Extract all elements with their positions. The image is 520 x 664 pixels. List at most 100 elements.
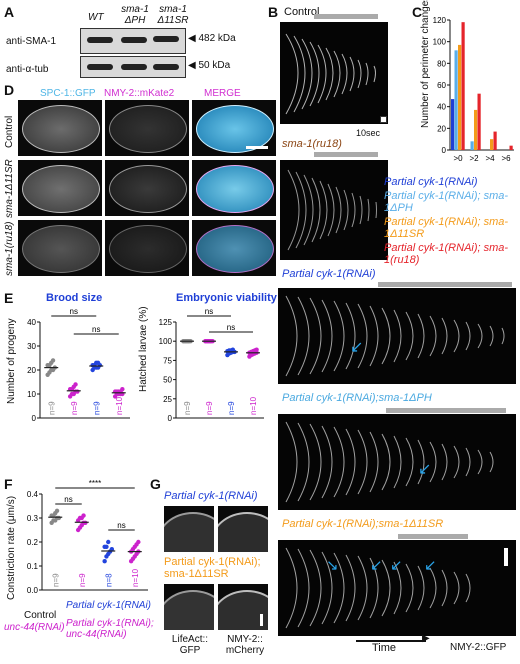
kymograph-partial: ↙	[278, 288, 516, 384]
x-label-partial: Partial cyk-1(RNAi)	[66, 600, 152, 611]
chart-c-ytick-label: 0	[442, 146, 447, 155]
dotplot-ytick-label: 0.2	[27, 538, 39, 547]
chart-c-ytick-label: 20	[437, 124, 446, 133]
kymo-label-partial: Partial cyk-1(RNAi)	[282, 268, 376, 280]
chart-brood-size: 0 10 20 30 40 n=9 n=9 n=9 n=10 ns ns	[27, 307, 130, 423]
g-col2-label: NMY-2:: mCherry	[225, 634, 265, 656]
blot-col-11sr: sma-1 Δ11SR	[157, 4, 189, 26]
dotplot-bracket-label: ns	[117, 521, 125, 530]
time-scale-bar	[380, 116, 387, 123]
panel-label-a: A	[4, 4, 15, 20]
western-blot-tubulin	[80, 56, 186, 78]
dotplot-point	[230, 347, 235, 352]
svg-text:↘: ↘	[326, 557, 339, 574]
dotplot-n-label: n=9	[205, 401, 214, 415]
time-bar-control	[314, 14, 378, 19]
blot-row-sma1: anti-SMA-1	[6, 36, 57, 47]
dotplot-point	[50, 358, 56, 363]
g-img-nmy-1	[218, 506, 268, 552]
panel-label-d: D	[4, 82, 15, 98]
dotplot-point	[56, 515, 62, 521]
row-label-11sr: sma-1Δ11SR	[4, 159, 15, 218]
g-row1-label: Partial cyk-1(RNAi)	[164, 490, 258, 502]
dotplot-ytick-label: 20	[27, 366, 36, 375]
g-col1-label: LifeAct:: GFP	[171, 634, 209, 656]
dotplot-ytick-label: 40	[27, 318, 36, 327]
blot-col-ph: sma-1 ΔPH	[121, 4, 149, 26]
g-img-nmy-2	[218, 584, 268, 630]
dotplot-ytick-label: 10	[27, 390, 36, 399]
chart-c-bar	[474, 109, 478, 150]
panel-label-f: F	[4, 476, 13, 492]
chart-c-xtick-label: >4	[485, 154, 495, 163]
dotplot-n-label: n=9	[47, 401, 56, 415]
time-label: Time	[372, 642, 397, 654]
dotplot-point	[81, 513, 86, 518]
dotplot-n-label: n=9	[78, 573, 87, 587]
micrograph-grid-d	[18, 100, 276, 276]
chart-c-bar	[490, 139, 494, 150]
panel-label-e: E	[4, 290, 14, 306]
dotplot-ytick-label: 0.3	[27, 514, 39, 523]
kymograph-ru18	[280, 160, 388, 260]
kymograph-partial-ph: ↙	[278, 414, 516, 510]
dotplot-bracket-label: ns	[70, 307, 78, 316]
dotplot-bracket-label: ns	[227, 323, 235, 332]
chart-c-xtick-label: >0	[453, 154, 463, 163]
chart-c-ytick-label: 80	[437, 59, 446, 68]
svg-text:↙: ↙	[390, 557, 403, 574]
svg-text:↙: ↙	[350, 339, 363, 356]
row-label-control: Control	[4, 115, 15, 148]
panel-label-c: C	[412, 4, 423, 20]
channel-spc1: SPC-1::GFP	[40, 88, 96, 99]
marker-482: ◀ 482 kDa	[188, 33, 236, 44]
chart-c-xtick-label: >6	[501, 154, 511, 163]
dotplot-n-label: n=10	[249, 396, 258, 415]
blot-row-tub: anti-α-tub	[6, 64, 49, 75]
time-axis-label: Time	[372, 642, 396, 654]
chart-c-legend-entry: Partial cyk-1(RNAi); sma-1(ru18)	[384, 242, 509, 266]
kymo-label-partial-11sr: Partial cyk-1(RNAi);sma-1Δ11SR	[282, 518, 444, 530]
dotplot-n-label: n=10	[115, 396, 124, 415]
chart-c-legend: Partial cyk-1(RNAi) Partial cyk-1(RNAi); …	[384, 176, 518, 268]
dotplot-bracket-label: ns	[92, 325, 100, 334]
dotplot-ytick-label: 0.4	[27, 490, 39, 499]
kymo-label-control: Control	[284, 6, 320, 18]
marker-50: ◀ 50 kDa	[188, 60, 231, 71]
channel-merge: MERGE	[204, 88, 241, 99]
chart-c-bar	[451, 99, 455, 150]
time-arrow	[356, 640, 426, 642]
western-blot-sma1	[80, 28, 186, 54]
svg-text:↙: ↙	[370, 557, 383, 574]
dotplot-n-label: n=9	[92, 401, 101, 415]
viability-ylabel: Hatched larvae (%)	[138, 306, 149, 392]
dotplot-point	[102, 559, 107, 564]
kymograph-control	[280, 22, 388, 124]
dotplot-point	[104, 544, 109, 549]
time-bar-ru18	[314, 152, 378, 157]
dotplot-n-label: n=9	[51, 573, 60, 587]
brood-ylabel: Number of progeny	[6, 318, 17, 404]
chart-c-bar	[493, 131, 497, 150]
dotplot-point	[73, 382, 78, 387]
dotplot-point	[106, 539, 111, 545]
channel-nmy2: NMY-2::mKate2	[104, 88, 175, 99]
chart-c-legend-entry: Partial cyk-1(RNAi); sma-1Δ11SR	[384, 216, 509, 240]
kymo-label-ru18: sma-1(ru18)	[282, 138, 342, 150]
time-scale-label: 10sec	[356, 128, 381, 138]
chart-constriction-rate: 0.0 0.1 0.2 0.3 0.4 n=9 n=9 n=8 n=10 **** ns ns	[27, 480, 148, 595]
constriction-ylabel: Constriction rate (μm/s)	[6, 495, 17, 600]
chart-c-ytick-label: 60	[437, 81, 446, 90]
panel-label-b: B	[268, 4, 279, 20]
chart-perimeter-changes: 0 20 40 60 80 100 120 >0 >2 >4 >6	[433, 16, 514, 163]
time-bar-partial-11sr	[398, 534, 468, 539]
dotplot-ytick-label: 30	[27, 342, 36, 351]
blot-col-wt: WT	[88, 12, 104, 23]
dotplot-point	[75, 389, 80, 394]
dotplot-bracket-label: ns	[205, 307, 213, 316]
dotplot-point	[136, 539, 141, 545]
dotplot-point	[254, 347, 259, 352]
dotplot-bracket-label: ns	[64, 495, 72, 504]
dotplot-n-label: n=8	[104, 573, 113, 587]
x-label-partial-unc: Partial cyk-1(RNAi); unc-44(RNAi)	[66, 618, 154, 640]
